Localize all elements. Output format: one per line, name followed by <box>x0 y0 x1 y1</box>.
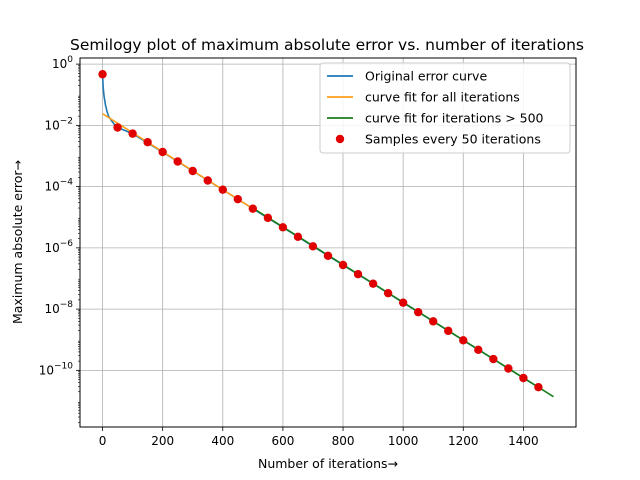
legend-entries: Original error curve curve fit for all it… <box>327 69 544 147</box>
sample-point <box>128 129 137 138</box>
y-tick-base: 10 <box>44 118 59 132</box>
y-tick-exponent: 0 <box>67 55 73 65</box>
sample-point <box>263 213 273 223</box>
sample-point <box>398 298 408 307</box>
y-tick-exponent: −6 <box>60 239 74 249</box>
chart-title: Semilogy plot of maximum absolute error … <box>70 36 584 54</box>
sample-point <box>143 138 152 147</box>
sample-point <box>353 269 363 279</box>
sample-point <box>98 70 107 79</box>
series-layer <box>98 70 554 398</box>
y-axis-label-arrow: → <box>10 160 25 170</box>
y-tick-label: 10−2 <box>44 116 73 132</box>
x-axis-label-arrow: → <box>388 456 398 471</box>
sample-point <box>519 373 528 383</box>
sample-point <box>113 123 122 132</box>
y-tick-label: 10−10 <box>39 361 74 377</box>
y-tick-label: 10−6 <box>44 239 73 255</box>
y-tick-exponent: −4 <box>60 178 74 188</box>
sample-point <box>323 251 333 261</box>
y-tick-base: 10 <box>39 363 54 377</box>
legend-swatch <box>335 134 345 144</box>
x-axis-label: Number of iterations→ <box>258 456 398 471</box>
x-tick-label: 600 <box>271 434 294 448</box>
y-tick-base: 10 <box>44 180 59 194</box>
legend-label: curve fit for all iterations <box>365 90 520 105</box>
sample-point <box>534 382 543 392</box>
y-tick-label: 10−8 <box>44 300 73 316</box>
y-tick-label: 10−4 <box>44 178 73 194</box>
plot-frame <box>79 57 577 428</box>
sample-point <box>233 194 243 204</box>
sample-point <box>278 223 288 232</box>
y-axis-label-text: Maximum absolute error <box>10 170 25 324</box>
sample-point <box>368 279 378 288</box>
y-tick-exponent: −2 <box>60 116 73 126</box>
sample-point <box>158 147 167 157</box>
sample-point <box>383 288 393 298</box>
sample-point <box>413 307 423 317</box>
sample-point <box>293 232 303 242</box>
y-tick-exponent: −8 <box>60 300 74 310</box>
sample-point <box>218 185 227 194</box>
y-tick-exponent: −10 <box>54 361 73 371</box>
sample-point <box>173 157 182 166</box>
x-axis-label-text: Number of iterations <box>258 456 388 471</box>
legend: Original error curve curve fit for all it… <box>319 62 571 154</box>
legend-label: Samples every 50 iterations <box>365 132 541 147</box>
sample-point <box>459 336 468 345</box>
y-tick-base: 10 <box>44 241 59 255</box>
sample-point <box>489 354 498 364</box>
legend-box <box>319 62 571 154</box>
sample-point <box>474 345 483 355</box>
y-tick-label: 100 <box>52 55 73 71</box>
y-tick-base: 10 <box>44 302 59 316</box>
x-tick-label: 800 <box>332 434 355 448</box>
x-tick-label: 200 <box>151 434 174 448</box>
x-tick-label: 0 <box>99 434 107 448</box>
legend-label: curve fit for iterations > 500 <box>365 111 544 126</box>
y-axis-label: Maximum absolute error→ <box>10 160 25 324</box>
sample-point <box>429 317 438 326</box>
x-tick-label: 1400 <box>508 434 539 448</box>
sample-point <box>188 166 197 176</box>
sample-point <box>203 176 212 185</box>
sample-point <box>248 204 258 213</box>
legend-label: Original error curve <box>365 69 487 84</box>
sample-point <box>308 242 318 251</box>
x-tick-label: 1000 <box>388 434 419 448</box>
x-tick-label: 400 <box>211 434 234 448</box>
sample-point <box>338 260 348 270</box>
sample-point <box>444 326 453 336</box>
sample-point <box>504 364 513 373</box>
y-tick-base: 10 <box>52 57 67 71</box>
x-tick-label: 1200 <box>448 434 479 448</box>
